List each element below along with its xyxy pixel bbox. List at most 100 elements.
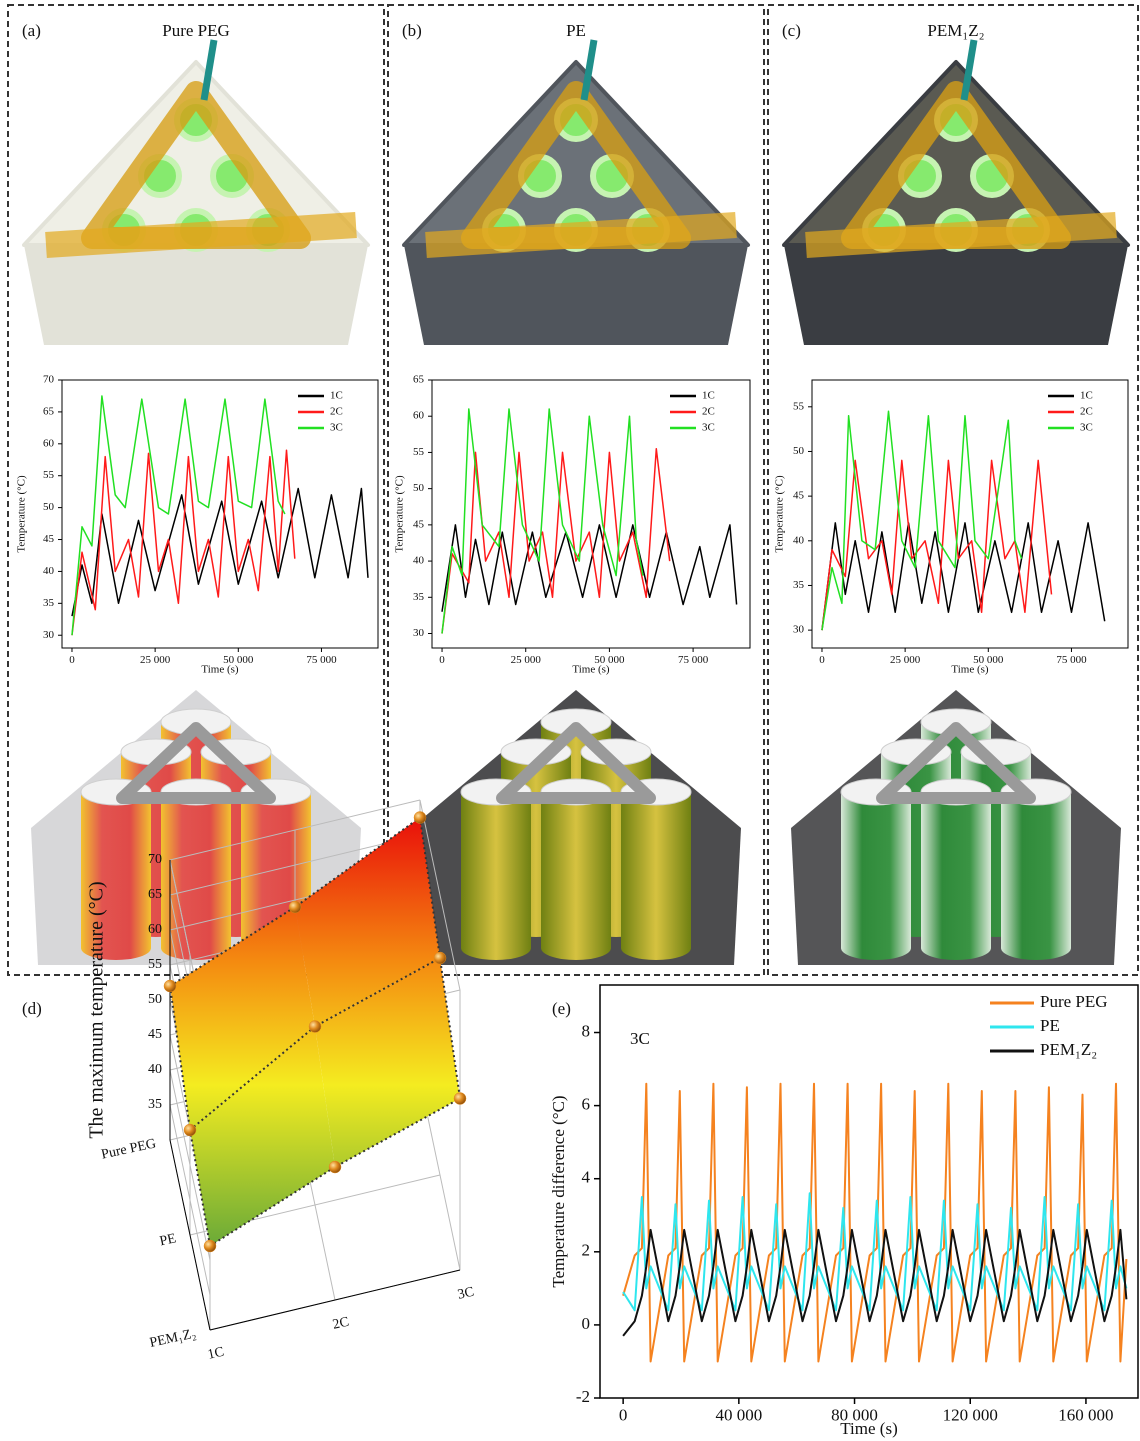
render-cell xyxy=(1001,792,1071,948)
x-tick-label: 3C xyxy=(456,1285,475,1303)
render-cell xyxy=(621,792,691,948)
y-tick-label: 60 xyxy=(413,410,425,422)
y-tick-label: 35 xyxy=(793,579,805,591)
legend-label: PEM₁Z₂ xyxy=(1040,1040,1097,1059)
y-tick-label: 55 xyxy=(43,469,55,481)
x-axis-title: Time (s) xyxy=(572,664,610,676)
x-tick-label: 75 000 xyxy=(678,654,709,666)
x-tick-label: 25 000 xyxy=(511,654,542,666)
y-tick-label: 30 xyxy=(793,624,805,636)
y-tick-label: 65 xyxy=(43,405,55,417)
x-tick-label: 25 000 xyxy=(890,654,921,666)
y-tick-label: 45 xyxy=(413,518,425,530)
x-tick-label: 40 000 xyxy=(715,1406,762,1425)
render-cell-base xyxy=(621,936,691,960)
x-tick-label: 0 xyxy=(69,654,75,666)
legend-label: 2C xyxy=(702,406,715,418)
render-cell-base xyxy=(541,936,611,960)
data-point xyxy=(289,901,301,913)
z-tick-label: 40 xyxy=(148,1062,162,1077)
render-cell xyxy=(841,792,911,948)
data-point xyxy=(204,1240,216,1252)
y-axis-title: Temperature difference (°C) xyxy=(549,1095,568,1287)
y-tick-label: 45 xyxy=(43,533,55,545)
legend-label: 2C xyxy=(1080,406,1093,418)
y-tick-label: 40 xyxy=(43,565,55,577)
y-tick-label: 55 xyxy=(793,400,805,412)
annotation: 3C xyxy=(630,1029,650,1048)
x-tick-label: 120 000 xyxy=(943,1406,998,1425)
x-tick-label: 75 000 xyxy=(306,654,337,666)
y-tick-label: 40 xyxy=(793,534,805,546)
y-tick-label: 50 xyxy=(43,501,55,513)
panel-label: (a) xyxy=(22,21,41,40)
y-tick-label: 50 xyxy=(793,445,805,457)
y-tick-label: 0 xyxy=(582,1314,591,1333)
plot-frame xyxy=(62,380,378,648)
x-tick-label: 0 xyxy=(619,1406,628,1425)
y-tick-label: PE xyxy=(158,1231,177,1249)
y-tick-label: 30 xyxy=(413,627,425,639)
panel-label: (d) xyxy=(22,999,42,1018)
legend-label: 1C xyxy=(330,390,343,402)
legend-label: Pure PEG xyxy=(1040,992,1108,1011)
panel-label: (c) xyxy=(782,21,801,40)
z-tick-label: 65 xyxy=(148,887,162,902)
y-axis-title: Temperature (°C) xyxy=(16,475,28,553)
figure: (a)Pure PEG303540455055606570025 00050 0… xyxy=(0,0,1140,1441)
x-tick-label: 25 000 xyxy=(140,654,171,666)
z-tick-label: 55 xyxy=(148,957,162,972)
render-cell-base xyxy=(1001,936,1071,960)
panel-label: (e) xyxy=(552,999,571,1018)
render-cell-base xyxy=(921,936,991,960)
panel-title: PEM₁Z₂ xyxy=(927,21,984,40)
z-tick-label: 50 xyxy=(148,992,162,1007)
z-tick-label: 60 xyxy=(148,922,162,937)
legend-label: 2C xyxy=(330,406,343,418)
render-cell xyxy=(921,792,991,948)
panel-title: Pure PEG xyxy=(162,21,230,40)
y-tick-label: 50 xyxy=(413,482,425,494)
y-tick-label: 55 xyxy=(413,446,425,458)
render-cell xyxy=(541,792,611,948)
data-point xyxy=(164,980,176,992)
data-point xyxy=(184,1124,196,1136)
y-tick-label: 60 xyxy=(43,437,55,449)
data-point xyxy=(434,952,446,964)
y-tick-label: -2 xyxy=(576,1387,590,1406)
legend-label: 3C xyxy=(1080,422,1093,434)
x-tick-label: 0 xyxy=(819,654,825,666)
plot-frame xyxy=(432,380,750,648)
y-tick-label: 2 xyxy=(582,1241,591,1260)
x-axis-title: Time (s) xyxy=(840,1419,897,1438)
x-tick-label: 0 xyxy=(439,654,445,666)
data-point xyxy=(414,812,426,824)
y-tick-label: 30 xyxy=(43,629,55,641)
y-tick-label: 40 xyxy=(413,555,425,567)
photo-block-front xyxy=(404,245,748,345)
data-point xyxy=(329,1161,341,1173)
render-cell xyxy=(161,792,231,948)
y-axis-title: Temperature (°C) xyxy=(774,475,786,553)
render-cell xyxy=(461,792,531,948)
x-axis-title: Time (s) xyxy=(201,664,239,676)
z-tick-label: 70 xyxy=(148,852,162,867)
x-tick-label: 2C xyxy=(331,1315,350,1333)
legend-label: PE xyxy=(1040,1016,1060,1035)
render-cell-base xyxy=(461,936,531,960)
y-tick-label: 45 xyxy=(793,490,805,502)
y-tick-label: 6 xyxy=(582,1095,591,1114)
y-axis-title: Temperature (°C) xyxy=(394,475,406,553)
z-tick-label: 45 xyxy=(148,1027,162,1042)
legend-label: 3C xyxy=(702,422,715,434)
y-tick-label: 35 xyxy=(43,597,55,609)
y-tick-label: 8 xyxy=(582,1021,591,1040)
y-tick-label: Pure PEG xyxy=(100,1136,158,1162)
render-cell-base xyxy=(841,936,911,960)
photo-block-front xyxy=(24,245,368,345)
panel-label: (b) xyxy=(402,21,422,40)
legend-label: 3C xyxy=(330,422,343,434)
x-axis-title: Time (s) xyxy=(951,664,989,676)
x-tick-label: 1C xyxy=(206,1345,225,1363)
y-tick-label: 70 xyxy=(43,374,55,386)
